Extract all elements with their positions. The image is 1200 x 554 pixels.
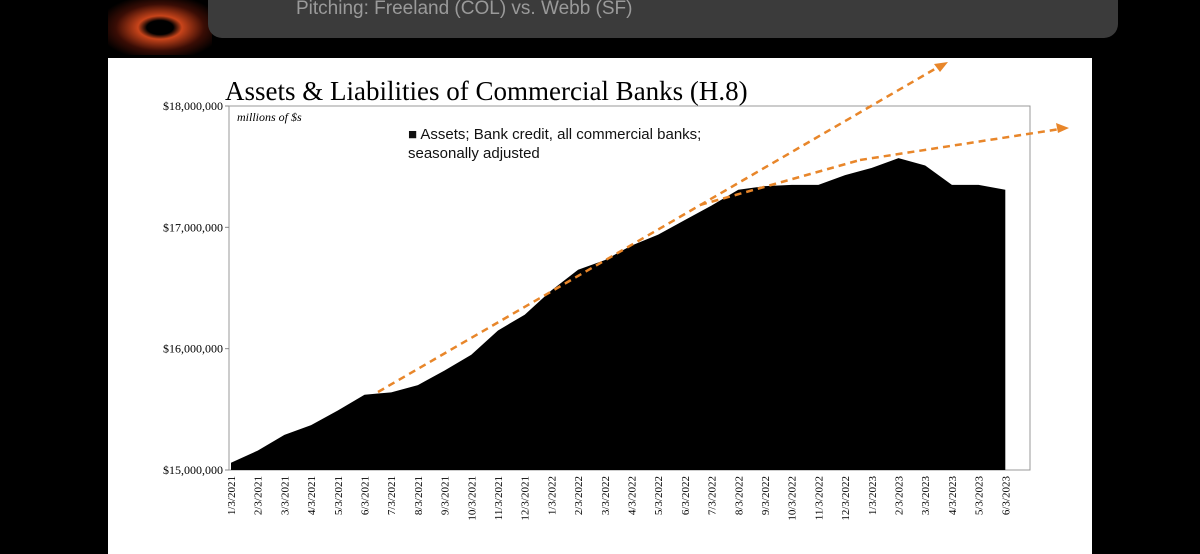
- legend-label: Assets; Bank credit, all commercial bank…: [408, 126, 702, 162]
- arrow-head: [934, 62, 948, 72]
- x-tick-label: 1/3/2022: [546, 476, 558, 515]
- units-label: millions of $s: [237, 110, 302, 124]
- notification-text: Pitching: Freeland (COL) vs. Webb (SF): [296, 0, 633, 19]
- notification[interactable]: Pitching: Freeland (COL) vs. Webb (SF): [208, 0, 1118, 38]
- y-tick-label: $17,000,000: [163, 220, 223, 234]
- trend-line: [859, 127, 1061, 162]
- x-tick-label: 8/3/2021: [413, 476, 425, 515]
- arrow-head: [1056, 123, 1069, 133]
- logo: [108, 0, 212, 55]
- x-tick-label: 12/3/2021: [520, 476, 532, 521]
- x-tick-label: 1/3/2023: [867, 476, 879, 516]
- x-tick-label: 5/3/2022: [653, 476, 665, 515]
- x-tick-label: 9/3/2021: [440, 476, 452, 515]
- x-tick-label: 10/3/2021: [466, 476, 478, 521]
- area: [231, 158, 1006, 470]
- x-tick-label: 2/3/2023: [894, 476, 906, 516]
- x-tick-label: 3/3/2021: [279, 476, 291, 515]
- y-tick-label: $16,000,000: [163, 342, 223, 356]
- x-tick-label: 4/3/2022: [627, 476, 639, 515]
- x-tick-label: 10/3/2022: [787, 476, 799, 521]
- x-tick-label: 7/3/2021: [386, 476, 398, 515]
- x-tick-label: 1/3/2021: [226, 476, 238, 515]
- y-tick-label: $15,000,000: [163, 463, 223, 477]
- x-tick-label: 11/3/2021: [493, 476, 505, 520]
- x-tick-label: 3/3/2022: [600, 476, 612, 515]
- x-tick-label: 11/3/2022: [813, 476, 825, 520]
- trend-line: [699, 158, 861, 207]
- y-tick-label: $18,000,000: [163, 99, 223, 113]
- x-tick-label: 3/3/2023: [920, 476, 932, 516]
- legend: ■ Assets; Bank credit, all commercial ba…: [408, 126, 702, 162]
- x-tick-label: 6/3/2023: [1000, 476, 1012, 516]
- x-tick-label: 12/3/2022: [840, 476, 852, 521]
- x-tick-label: 2/3/2022: [573, 476, 585, 515]
- x-tick-label: 8/3/2022: [733, 476, 745, 515]
- x-tick-label: 4/3/2021: [306, 476, 318, 515]
- x-tick-label: 4/3/2023: [947, 476, 959, 516]
- x-tick-label: 9/3/2022: [760, 476, 772, 515]
- x-tick-label: 2/3/2021: [253, 476, 265, 515]
- x-tick-label: 5/3/2023: [974, 476, 986, 516]
- x-tick-label: 6/3/2021: [360, 476, 372, 515]
- x-tick-label: 7/3/2022: [707, 476, 719, 515]
- chart-title: Assets & Liabilities of Commercial Banks…: [225, 76, 748, 106]
- x-tick-label: 6/3/2022: [680, 476, 692, 515]
- x-tick-label: 5/3/2021: [333, 476, 345, 515]
- trend-arrows: [377, 62, 1069, 394]
- trend-line: [377, 64, 941, 394]
